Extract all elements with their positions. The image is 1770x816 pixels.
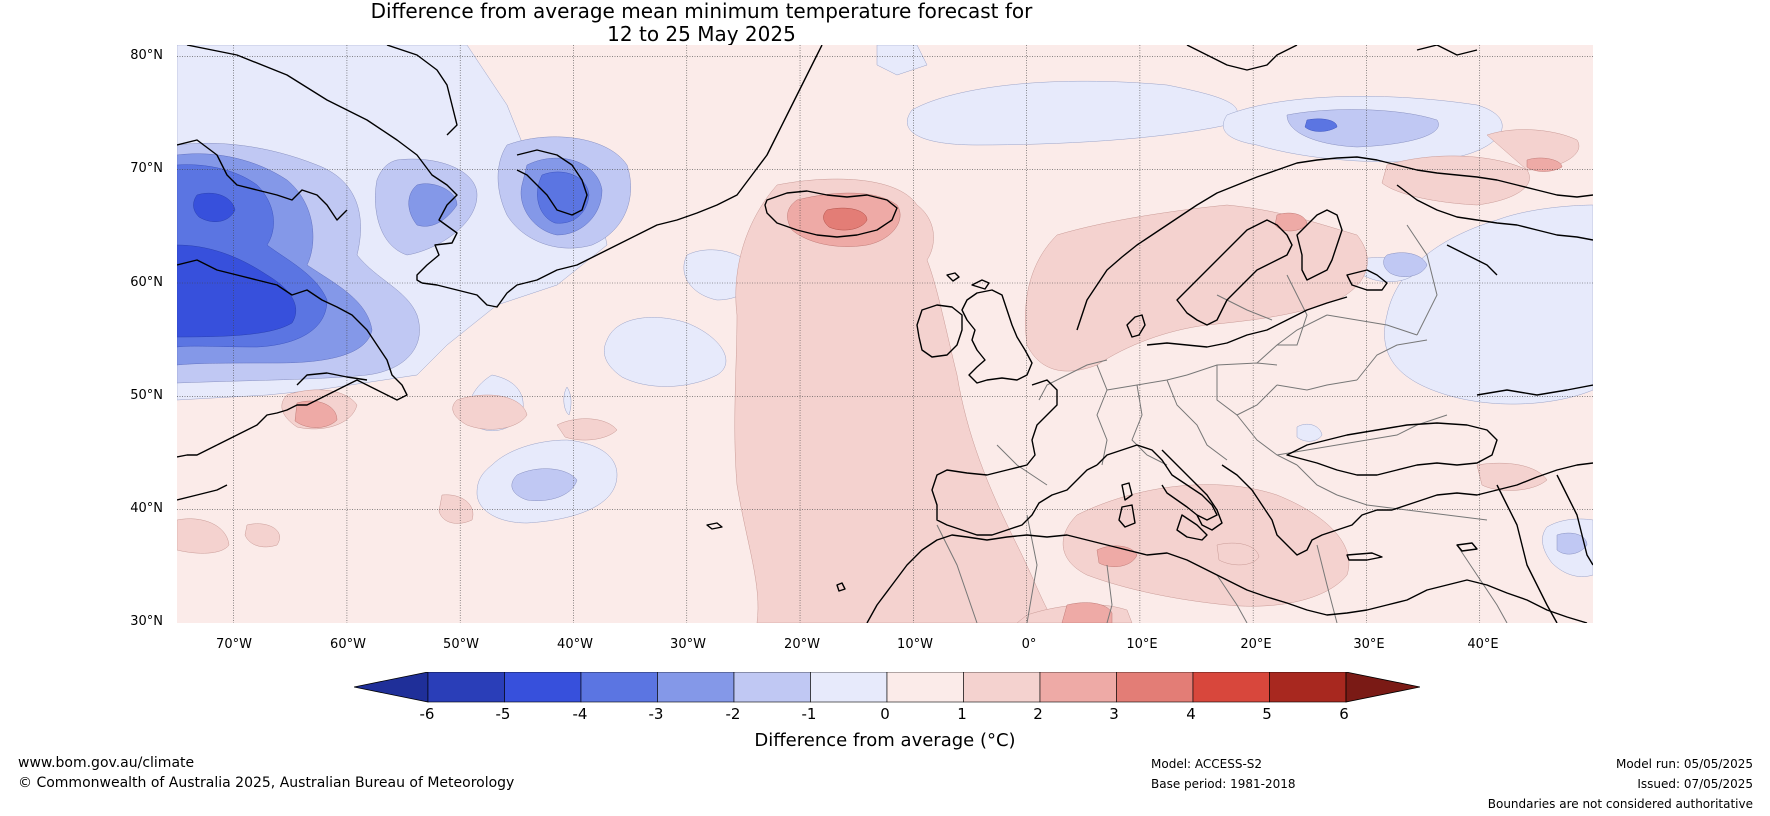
country-borders [936,224,1508,623]
title-line-2: 12 to 25 May 2025 [607,22,796,46]
colorbar-tick: -3 [648,705,664,723]
lon-label-30e: 30°E [1353,637,1385,652]
lat-label-80n: 80°N [130,48,163,63]
colorbar-segment [657,671,735,703]
anomaly-plus3-areas [823,207,868,231]
footer-model-run: Model run: 05/05/2025 [1615,757,1753,771]
colorbar-segment [1192,671,1270,703]
colorbar-tick: 2 [1033,705,1043,723]
lat-label-50n: 50°N [130,388,163,403]
lon-label-40w: 40°W [557,637,593,652]
colorbar-tick: 4 [1186,705,1196,723]
lon-label-10w: 10°W [897,637,933,652]
colorbar-segment [886,671,964,703]
colorbar-scale [353,671,1421,703]
footer-base-period: Base period: 1981-2018 [1151,777,1296,791]
colorbar-segment [1269,671,1347,703]
lon-label-40e: 40°E [1467,637,1499,652]
lon-label-30w: 30°W [670,637,706,652]
anomaly-plus1-areas [177,129,1580,623]
colorbar-extend-high [1345,671,1421,703]
coastlines [177,45,1593,623]
colorbar-segment [1116,671,1194,703]
footer-url[interactable]: www.bom.gov.au/climate [18,755,195,771]
colorbar-tick: 0 [880,705,890,723]
colorbar-segment [1039,671,1117,703]
lon-label-50w: 50°W [443,637,479,652]
lat-label-30n: 30°N [130,614,163,629]
colorbar-tick: -6 [419,705,435,723]
anomaly-minus5-areas [177,192,297,338]
footer-issued: Issued: 07/05/2025 [1637,777,1753,791]
colorbar-tick: 5 [1262,705,1272,723]
colorbar-tick: -5 [495,705,511,723]
colorbar-segment [427,671,505,703]
lon-label-20e: 20°E [1240,637,1272,652]
map-title: Difference from average mean minimum tem… [0,0,1403,46]
lon-label-60w: 60°W [330,637,366,652]
map-canvas [177,45,1593,623]
title-line-1: Difference from average mean minimum tem… [370,0,1033,23]
colorbar-tick: 1 [957,705,967,723]
lon-label-10e: 10°E [1126,637,1158,652]
colorbar-tick: -1 [801,705,817,723]
colorbar-tick: 6 [1339,705,1349,723]
colorbar-tick: 3 [1109,705,1119,723]
lat-label-60n: 60°N [130,275,163,290]
colorbar-label: Difference from average (°C) [754,730,1016,751]
colorbar-segment [504,671,582,703]
lat-label-40n: 40°N [130,501,163,516]
colorbar-tick: -2 [725,705,741,723]
footer-disclaimer: Boundaries are not considered authoritat… [1487,797,1753,811]
lon-label-20w: 20°W [784,637,820,652]
colorbar [353,671,1421,708]
colorbar-extend-low [353,671,429,703]
lon-label-70w: 70°W [216,637,252,652]
colorbar-segment [733,671,811,703]
colorbar-segment [580,671,658,703]
lon-label-0: 0° [1021,637,1037,652]
colorbar-segment [963,671,1041,703]
colorbar-tick: -4 [572,705,588,723]
forecast-map [177,45,1593,623]
footer-model: Model: ACCESS-S2 [1151,757,1263,771]
graticule [177,45,1593,623]
footer-copyright: © Commonwealth of Australia 2025, Austra… [18,775,515,791]
colorbar-segment [810,671,888,703]
lat-label-70n: 70°N [130,161,163,176]
